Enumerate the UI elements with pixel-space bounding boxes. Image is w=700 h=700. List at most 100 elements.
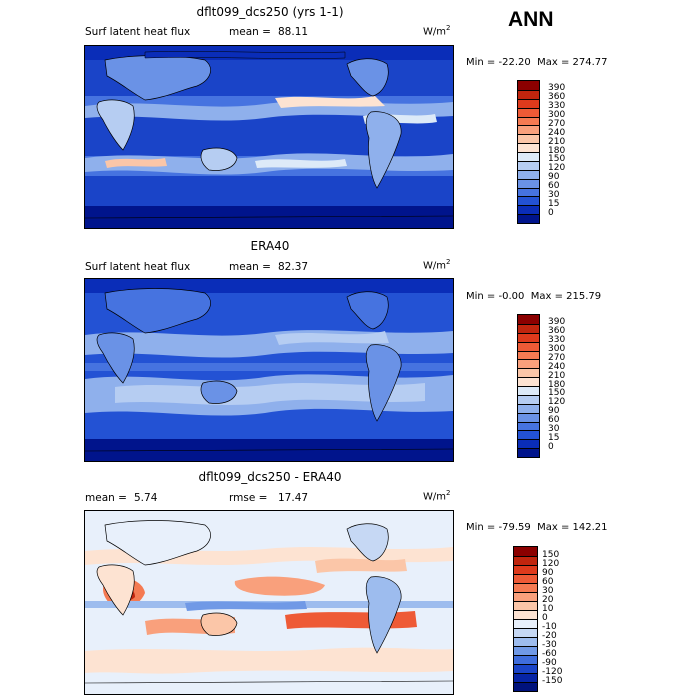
colorbar-cell [518,394,539,404]
colorbar-cell [518,169,539,179]
colorbar-cell [518,98,539,108]
colorbar-tick-label: -150 [542,675,563,686]
colorbar-cell [518,403,539,413]
colorbar-tick-label: 300 [548,110,566,120]
colorbar-tick-label: -90 [542,657,557,668]
colorbar-tick-label: 10 [542,603,554,614]
panel1-mean-label: mean = [229,26,271,38]
panel3-colorbar [513,546,538,692]
colorbar-cell [514,673,537,682]
colorbar-cell [514,637,537,646]
colorbar-cell [514,655,537,664]
colorbar-tick-label: 0 [542,612,548,623]
panel3-map [84,510,454,695]
colorbar-cell [514,664,537,673]
colorbar-tick-label: 210 [548,370,566,381]
colorbar-tick-label: 15 [548,198,560,209]
panel3-units: W/m2 [423,489,451,503]
colorbar-cell [518,412,539,422]
panel3-rmse-label: rmse = [229,492,268,504]
colorbar-cell [514,574,537,583]
panel2-colorbar [517,314,540,458]
colorbar-cell [518,439,539,449]
colorbar-cell [518,386,539,395]
colorbar-cell [514,619,537,628]
panel2-variable: Surf latent heat flux [85,261,191,273]
colorbar-cell [518,178,539,188]
colorbar-tick-label: 60 [548,181,560,191]
colorbar-tick-label: 60 [548,415,560,425]
colorbar-tick-label: -60 [542,648,557,659]
colorbar-cell [518,323,539,333]
colorbar-tick-label: 90 [548,406,560,417]
colorbar-cell [514,565,537,574]
colorbar-tick-label: 270 [548,118,566,129]
colorbar-tick-label: 300 [548,344,566,354]
panel2-map [84,278,454,462]
colorbar-tick-label: 330 [548,101,566,112]
colorbar-cell [514,610,537,619]
colorbar-tick-label: -20 [542,630,557,641]
colorbar-tick-label: 360 [548,326,566,337]
panel1-colorbar-ticks: 390 360 330 300 270 240 210 180 150 120 90 60 30 15 0 [548,80,588,224]
colorbar-cell [514,547,537,556]
panel3-rmse-value: 17.47 [278,492,309,504]
colorbar-cell [518,187,539,197]
colorbar-tick-label: 150 [548,154,566,165]
colorbar-cell [518,89,539,99]
panel3-mean-label: mean = [85,492,127,504]
colorbar-tick-label: 60 [542,576,554,587]
colorbar-tick-label: 120 [548,163,566,174]
panel2-title: ERA40 [250,239,290,253]
colorbar-cell [518,205,539,215]
colorbar-tick-label: 30 [548,423,560,434]
panel1-map [84,45,454,229]
colorbar-cell [518,350,539,360]
colorbar-tick-label: 20 [542,594,554,605]
panel2-mean-label: mean = [229,261,271,273]
colorbar-tick-label: 0 [548,441,554,452]
panel1-units: W/m2 [423,24,451,38]
colorbar-tick-label: 30 [548,189,560,200]
colorbar-tick-label: 180 [548,379,566,390]
colorbar-tick-label: 390 [548,83,566,94]
colorbar-cell [518,377,539,386]
colorbar-tick-label: -10 [542,621,557,632]
colorbar-tick-label: -120 [542,666,563,677]
colorbar-cell [518,341,539,351]
colorbar-tick-label: 240 [548,127,566,138]
panel2-minmax: Min = -0.00 Max = 215.79 [466,291,602,302]
colorbar-tick-label: 240 [548,361,566,372]
colorbar-cell [518,430,539,440]
colorbar-tick-label: 90 [542,567,554,578]
panel1-minmax: Min = -22.20 Max = 274.77 [466,57,608,68]
panel1-mean-value: 88.11 [278,26,309,38]
panel3-minmax: Min = -79.59 Max = 142.21 [466,522,608,533]
colorbar-tick-label: 120 [542,558,560,569]
colorbar-cell [518,315,539,324]
colorbar-cell [514,583,537,592]
colorbar-cell [514,556,537,565]
colorbar-cell [514,646,537,655]
colorbar-cell [518,332,539,342]
colorbar-tick-label: 0 [548,207,554,218]
colorbar-tick-label: 15 [548,432,560,443]
colorbar-cell [518,143,539,152]
season-label: ANN [508,8,554,31]
colorbar-tick-label: -30 [542,639,557,650]
colorbar-tick-label: 210 [548,136,566,147]
colorbar-cell [518,421,539,431]
panel1-variable: Surf latent heat flux [85,26,191,38]
colorbar-cell [518,81,539,90]
colorbar-cell [518,368,539,378]
colorbar-tick-label: 30 [542,585,554,596]
panel1-map-svg [85,46,453,228]
panel2-units: W/m2 [423,258,451,272]
colorbar-cell [518,116,539,126]
colorbar-tick-label: 90 [548,172,560,183]
colorbar-tick-label: 270 [548,352,566,363]
panel1-title: dflt099_dcs250 (yrs 1-1) [196,5,344,19]
colorbar-cell [518,107,539,117]
colorbar-cell [518,214,539,223]
panel3-title: dflt099_dcs250 - ERA40 [198,470,342,484]
